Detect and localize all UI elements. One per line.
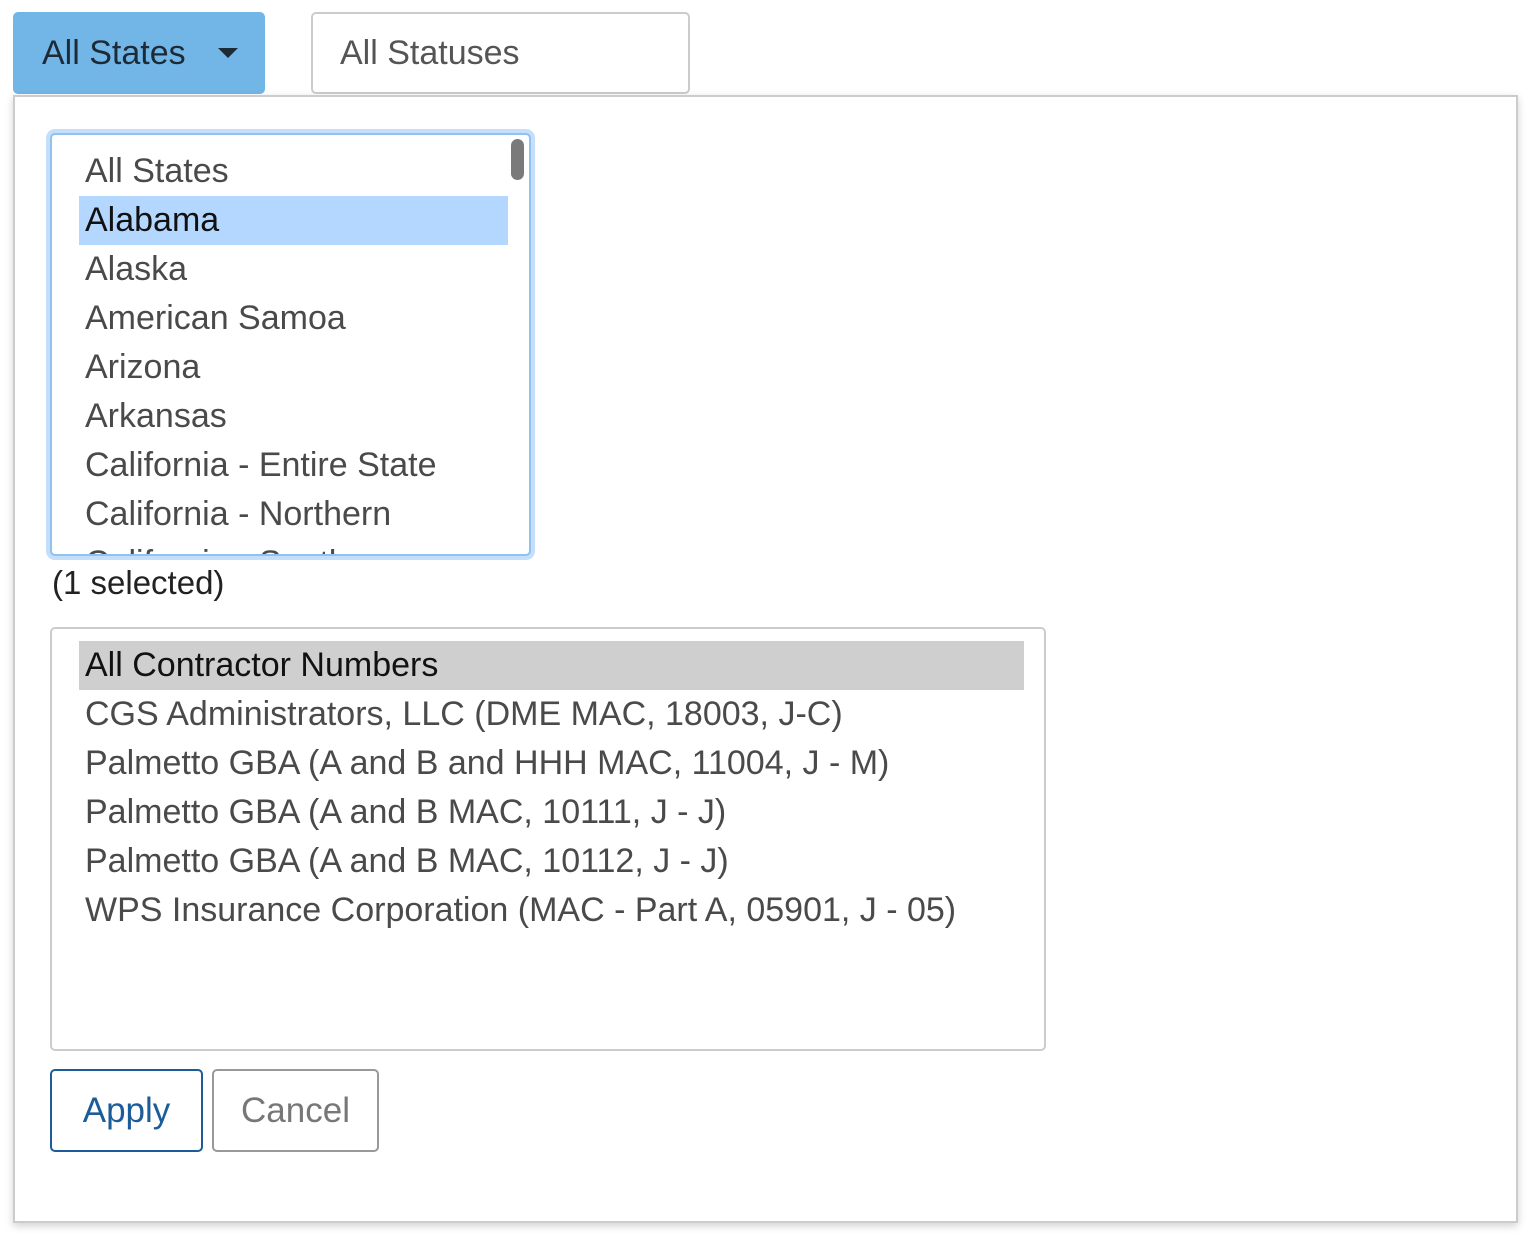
option[interactable]: Palmetto GBA (A and B MAC, 10111, J - J) xyxy=(85,793,727,831)
option[interactable]: All States xyxy=(85,152,229,190)
states-listbox[interactable]: All States Alabama Alaska American Samoa Ari… xyxy=(50,133,531,556)
option[interactable]: Alaska xyxy=(85,250,188,288)
status-dropdown-button[interactable]: All Statuses xyxy=(311,12,690,94)
selection-summary: (1 selected) xyxy=(52,564,225,601)
option[interactable]: Arkansas xyxy=(85,397,227,435)
caret xyxy=(218,48,238,58)
scrollbar-thumb[interactable] xyxy=(511,139,524,180)
option[interactable]: All Contractor Numbers xyxy=(79,641,1024,690)
option[interactable]: Alabama xyxy=(79,196,508,245)
option[interactable]: Arizona xyxy=(85,348,201,386)
contractors-listbox[interactable]: All Contractor Numbers CGS Administrators… xyxy=(50,627,1046,1051)
option[interactable]: California - Northern xyxy=(85,495,392,533)
option[interactable]: California - Entire State xyxy=(85,446,437,484)
option[interactable]: California - Southern xyxy=(79,539,508,554)
status-button-label: All Statuses xyxy=(340,34,520,72)
option[interactable]: Palmetto GBA (A and B MAC, 10112, J - J) xyxy=(85,842,729,880)
option[interactable]: American Samoa xyxy=(85,299,346,337)
state-button-label: All States xyxy=(42,34,186,72)
option[interactable]: CGS Administrators, LLC (DME MAC, 18003,… xyxy=(85,695,843,733)
apply-button[interactable]: Apply xyxy=(50,1069,203,1152)
option[interactable]: Palmetto GBA (A and B and HHH MAC, 11004… xyxy=(85,744,890,782)
option[interactable]: WPS Insurance Corporation (MAC - Part A,… xyxy=(85,891,957,929)
state-dropdown-button[interactable]: All States xyxy=(13,12,265,94)
cancel-button[interactable]: Cancel xyxy=(212,1069,379,1152)
